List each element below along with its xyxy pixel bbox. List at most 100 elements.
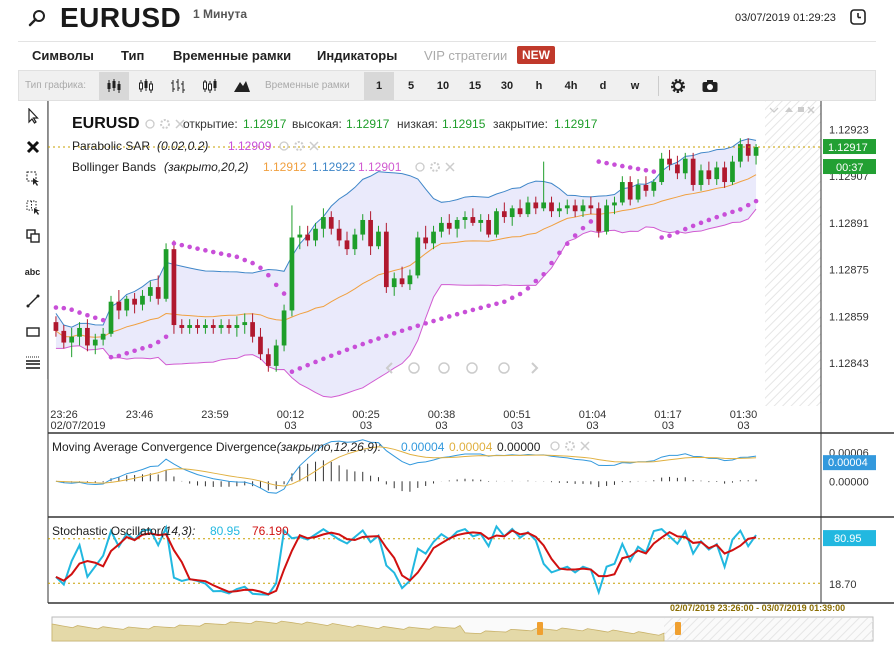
ohlc-bar-type-button[interactable] bbox=[163, 72, 193, 100]
sar-dot bbox=[399, 328, 405, 334]
bb-legend-lower: 1.12901 bbox=[358, 160, 402, 174]
navigator-pane[interactable] bbox=[51, 616, 874, 642]
hollow-candle-type-button[interactable] bbox=[131, 72, 161, 100]
timeframe-10-button[interactable]: 10 bbox=[436, 80, 450, 92]
area-type-button[interactable] bbox=[227, 72, 257, 100]
candle-body bbox=[344, 240, 350, 250]
symbol-title[interactable]: EURUSD bbox=[60, 2, 182, 33]
sar-dot bbox=[85, 312, 90, 318]
trend-line-tool[interactable] bbox=[18, 288, 47, 314]
sar-dot bbox=[620, 163, 625, 169]
candle-body bbox=[486, 219, 491, 235]
timeframe-d-button[interactable]: d bbox=[599, 80, 607, 92]
candle-body bbox=[61, 330, 67, 343]
time-tick-date: 03 bbox=[511, 420, 523, 432]
sar-dot bbox=[635, 166, 641, 172]
nav-reset-icon bbox=[498, 362, 510, 374]
zoom-reset-icon bbox=[438, 362, 450, 374]
close-icon bbox=[26, 140, 39, 154]
nav-right-icon bbox=[531, 362, 539, 374]
time-tick-date: 03 bbox=[435, 420, 447, 432]
settings-button[interactable] bbox=[663, 72, 693, 100]
fibonacci-tool[interactable] bbox=[18, 349, 47, 375]
timeframe-15-button[interactable]: 15 bbox=[468, 80, 482, 92]
sar-dot bbox=[92, 315, 98, 321]
text-tool[interactable]: abc bbox=[18, 259, 47, 285]
candle-body bbox=[124, 298, 130, 311]
sar-dot bbox=[431, 318, 436, 324]
menu-indicators[interactable]: Индикаторы bbox=[317, 48, 398, 63]
rectangle-tool[interactable] bbox=[18, 319, 47, 345]
candle-body bbox=[85, 327, 90, 346]
zoom-out-icon bbox=[408, 362, 420, 374]
candle-body bbox=[753, 147, 759, 156]
candle-body bbox=[297, 234, 303, 238]
macd-axis-label: 0.00000 bbox=[829, 476, 869, 488]
macd-legend: Moving Average Convergence Divergence(за… bbox=[52, 440, 541, 454]
timeframe-h-button[interactable]: h bbox=[535, 80, 543, 92]
bb-legend-controls bbox=[415, 162, 455, 172]
candle-body bbox=[722, 167, 727, 183]
pointer-tool[interactable] bbox=[18, 103, 47, 129]
time-tick-date: 02/07/2019 bbox=[50, 420, 105, 432]
delete-drawings-tool[interactable] bbox=[18, 134, 47, 160]
sar-dot bbox=[596, 159, 602, 164]
gear-icon bbox=[565, 441, 575, 451]
current-datetime: 03/07/2019 01:29:23 bbox=[735, 12, 836, 24]
candle-body bbox=[69, 336, 75, 343]
zoom-in-icon bbox=[466, 362, 478, 374]
candle-body bbox=[643, 184, 649, 191]
menu-symbols[interactable]: Символы bbox=[32, 48, 94, 63]
price-tick-label: 1.12843 bbox=[829, 358, 869, 370]
candle-body bbox=[116, 301, 122, 311]
timeframe-w-button[interactable]: w bbox=[630, 80, 640, 92]
sar-dot bbox=[714, 214, 720, 220]
sar-dot bbox=[423, 321, 428, 326]
price-tick-label: 1.12859 bbox=[829, 311, 869, 323]
sar-dot bbox=[722, 212, 727, 217]
time-tick-date: 03 bbox=[586, 420, 598, 432]
sar-dot bbox=[391, 331, 397, 336]
duplicate-icon bbox=[25, 229, 40, 243]
menu-timeframes[interactable]: Временные рамки bbox=[173, 48, 292, 63]
sar-dot bbox=[517, 291, 523, 297]
timeframe-5-button[interactable]: 5 bbox=[407, 80, 415, 92]
crosshair-tool[interactable] bbox=[18, 194, 47, 220]
parabolic-sar-series bbox=[53, 159, 759, 375]
candle-body bbox=[619, 182, 625, 203]
search-icon[interactable] bbox=[28, 9, 46, 27]
clock-icon[interactable] bbox=[850, 9, 866, 25]
area-chart-icon bbox=[234, 81, 250, 92]
price-tick-label: 1.12875 bbox=[829, 265, 869, 277]
chart-area[interactable]: 1.12923 1.12907 1.12891 1.12875 1.12859 1.128… bbox=[0, 101, 894, 646]
candle-body bbox=[446, 222, 452, 229]
candle-body bbox=[352, 234, 358, 250]
stoch-legend-d: 76.190 bbox=[252, 524, 289, 538]
menu-vip-strategies[interactable]: VIP стратегии bbox=[424, 48, 508, 63]
sar-dot bbox=[659, 235, 664, 240]
copy-tool[interactable] bbox=[18, 223, 47, 249]
bb-legend-upper: 1.12922 bbox=[312, 160, 356, 174]
candlestick-type-button[interactable] bbox=[99, 72, 129, 100]
menu-type[interactable]: Тип bbox=[121, 48, 145, 63]
timeframe-1-button[interactable]: 1 bbox=[364, 72, 394, 100]
sar-dot bbox=[61, 305, 67, 311]
timeframe-30-button[interactable]: 30 bbox=[500, 80, 514, 92]
candle-body bbox=[706, 170, 712, 180]
heikin-ashi-type-button[interactable] bbox=[195, 72, 225, 100]
gear-icon bbox=[160, 119, 170, 129]
sar-dot bbox=[730, 209, 735, 215]
bollinger-lower-line bbox=[55, 208, 757, 398]
candle-body bbox=[588, 205, 594, 209]
timeframe-4h-button[interactable]: 4h bbox=[564, 80, 578, 92]
price-tick-label: 1.12907 bbox=[829, 171, 869, 183]
fibonacci-lines-icon bbox=[25, 356, 40, 369]
sar-dot bbox=[612, 162, 617, 167]
screenshot-button[interactable] bbox=[695, 72, 725, 100]
sar-legend: Parabolic SAR (0.02,0.2) 1.12909 bbox=[72, 139, 272, 153]
sar-dot bbox=[368, 339, 373, 344]
sar-dot bbox=[533, 278, 539, 284]
zoom-select-tool[interactable] bbox=[18, 165, 47, 191]
price-axis: 1.12923 1.12907 1.12891 1.12875 1.12859 1.128… bbox=[823, 125, 876, 370]
